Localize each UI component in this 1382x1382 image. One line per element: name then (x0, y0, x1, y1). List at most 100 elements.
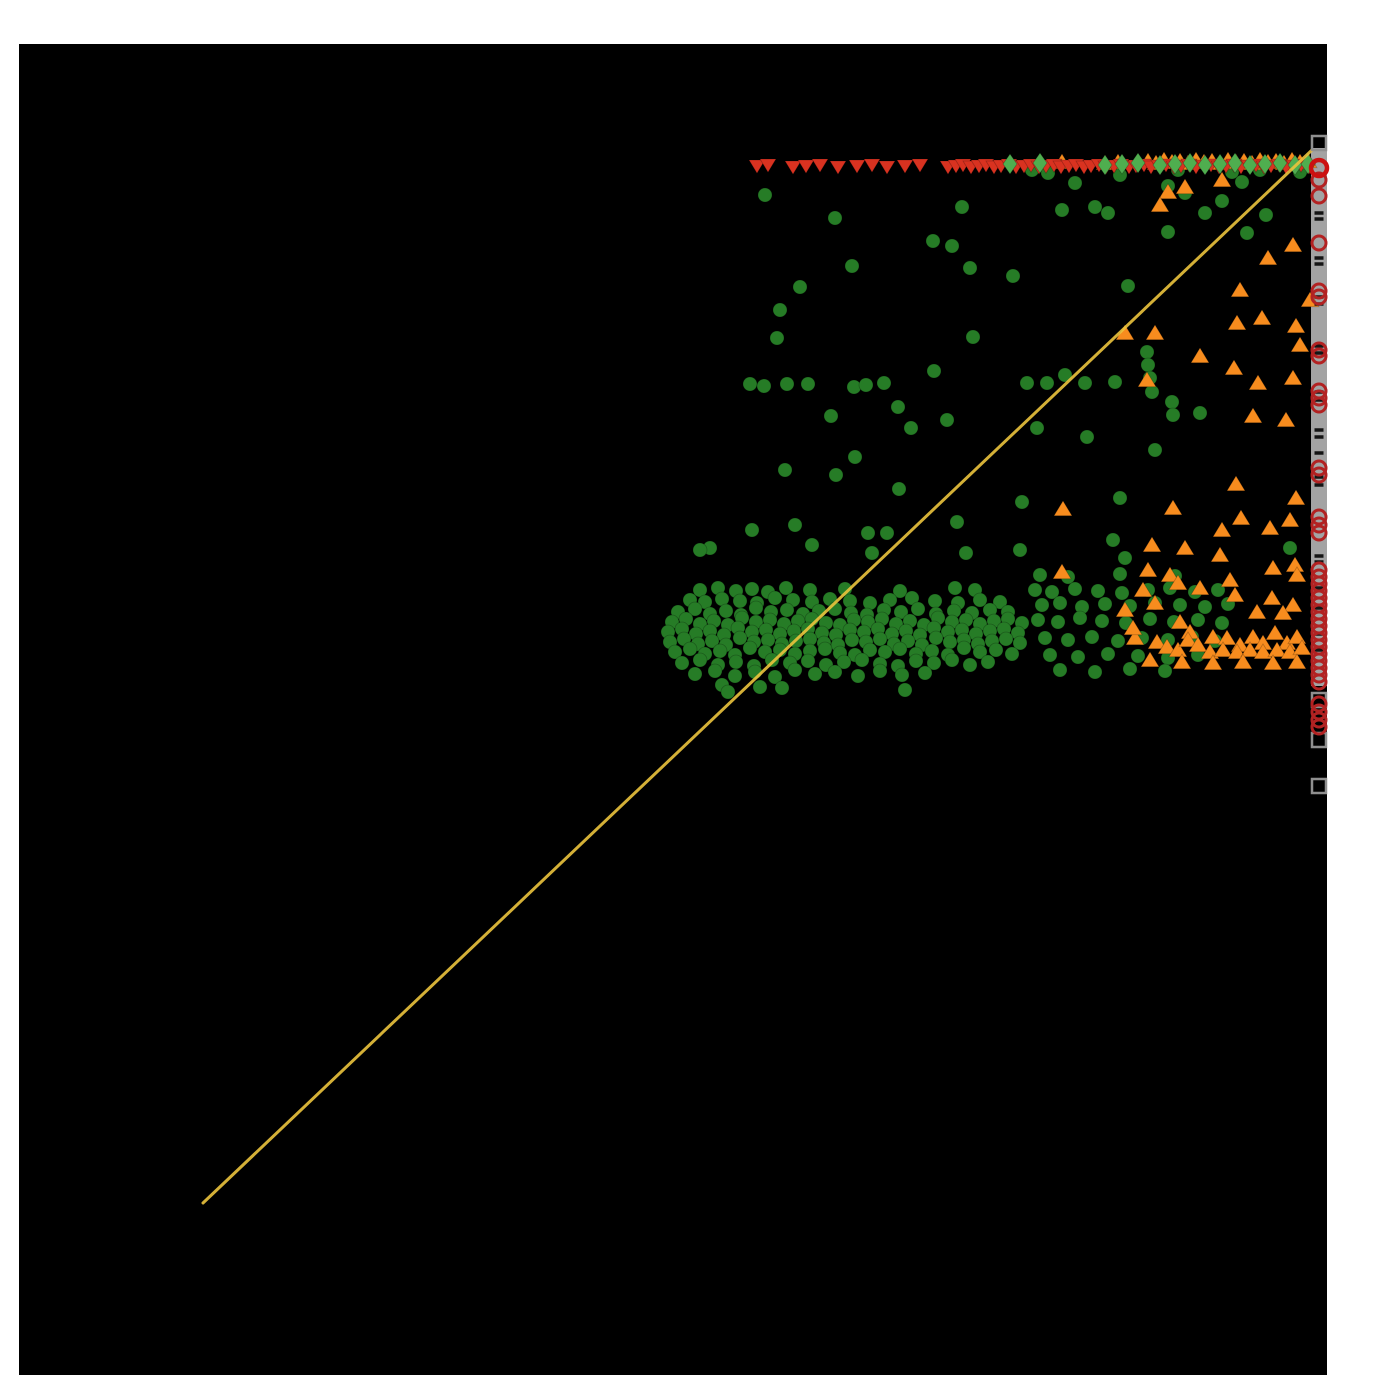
green-circle-marker (928, 630, 944, 646)
green-circle-marker (692, 582, 708, 598)
triangle-up-marker (1224, 359, 1244, 376)
triangle-down-marker (784, 160, 802, 175)
green-circle-marker (944, 652, 960, 668)
edge-strip (1311, 148, 1327, 686)
diamond-marker (1242, 154, 1258, 176)
red-open-circle-marker (1310, 234, 1328, 252)
red-open-circle-marker (1310, 508, 1328, 526)
green-circle-marker (864, 545, 880, 561)
open-square-marker (1310, 134, 1328, 152)
triangle-up-marker (1212, 171, 1232, 188)
green-circle-marker (1117, 550, 1133, 566)
green-circle-marker (872, 631, 888, 647)
diamond-marker (1182, 152, 1198, 174)
triangle-up-marker (1280, 643, 1300, 660)
green-circle-marker (998, 631, 1014, 647)
triangle-up-marker (1243, 407, 1263, 424)
triangle-up-marker (1226, 475, 1246, 492)
green-circle-marker (742, 376, 758, 392)
triangle-up-marker (1227, 314, 1247, 331)
green-circle-marker (1042, 647, 1058, 663)
green-circle-marker (720, 684, 736, 700)
diamond-marker (1032, 152, 1048, 174)
green-circle-marker (817, 641, 833, 657)
diamond-marker (1197, 154, 1213, 176)
diamond-marker (1130, 152, 1146, 174)
green-circle-marker (1239, 225, 1255, 241)
triangle-up-marker (1225, 586, 1245, 603)
triangle-down-marker (811, 158, 829, 173)
green-circle-marker (844, 258, 860, 274)
green-circle-marker (1172, 597, 1188, 613)
dash-marker (1314, 648, 1324, 652)
triangle-up-marker (1170, 613, 1190, 630)
red-open-circle-marker (1310, 524, 1328, 542)
diamond-marker (1257, 153, 1273, 175)
green-circle-marker (980, 654, 996, 670)
green-circle-marker (992, 594, 1008, 610)
triangle-up-marker (1273, 604, 1293, 621)
triangle-up-marker (1190, 347, 1210, 364)
triangle-up-marker (1140, 651, 1160, 668)
triangle-up-marker (1267, 641, 1287, 658)
green-circle-marker (1190, 612, 1206, 628)
dash-marker (1314, 586, 1324, 590)
green-circle-marker (767, 669, 783, 685)
green-circle-marker (892, 583, 908, 599)
triangle-up-marker (1160, 566, 1180, 583)
green-circle-marker (894, 667, 910, 683)
green-circle-marker (908, 653, 924, 669)
triangle-down-marker (759, 158, 777, 173)
diamond-marker (1167, 153, 1183, 175)
red-open-circle-marker (1310, 459, 1328, 477)
red-open-circle-marker (1310, 711, 1328, 729)
triangle-up-marker (1231, 509, 1251, 526)
green-circle-marker (872, 663, 888, 679)
triangle-up-marker (1217, 629, 1237, 646)
triangle-up-marker (1052, 563, 1072, 580)
green-circle-marker (954, 199, 970, 215)
green-circle-marker (1258, 207, 1274, 223)
green-circle-marker (850, 668, 866, 684)
triangle-up-marker (1276, 411, 1296, 428)
triangle-up-marker (1258, 249, 1278, 266)
green-circle-marker (1234, 174, 1250, 190)
triangle-up-marker (1260, 519, 1280, 536)
triangle-up-marker (1137, 371, 1157, 388)
green-circle-marker (1050, 614, 1066, 630)
dash-marker (1314, 606, 1324, 610)
red-open-circle-marker (1310, 666, 1328, 684)
green-circle-marker (877, 644, 893, 660)
triangle-down-marker (878, 160, 896, 175)
green-circle-marker (757, 187, 773, 203)
triangle-up-marker (1243, 628, 1263, 645)
green-circle-marker (942, 634, 958, 650)
red-open-circle-marker (1310, 341, 1328, 359)
green-circle-marker (1027, 582, 1043, 598)
green-circle-marker (1032, 567, 1048, 583)
triangle-down-marker (848, 159, 866, 174)
green-circle-marker (742, 640, 758, 656)
green-circle-marker (1034, 597, 1050, 613)
green-circle-marker (1164, 394, 1180, 410)
triangle-up-marker (1287, 566, 1307, 583)
green-circle-marker (925, 233, 941, 249)
green-circle-marker (1105, 532, 1121, 548)
triangle-up-marker (1292, 639, 1312, 656)
red-open-circle-marker (1310, 695, 1328, 713)
green-circle-marker (1087, 664, 1103, 680)
green-circle-marker (1060, 632, 1076, 648)
triangle-up-marker (1287, 628, 1307, 645)
triangle-up-marker (1253, 643, 1273, 660)
green-circle-marker (764, 652, 780, 668)
triangle-up-marker (1286, 489, 1306, 506)
green-circle-marker (1054, 202, 1070, 218)
green-circle-marker (876, 375, 892, 391)
dash-marker (1314, 262, 1324, 266)
green-circle-marker (947, 580, 963, 596)
triangle-up-marker (1283, 596, 1303, 613)
triangle-up-marker (1213, 641, 1233, 658)
diamond-marker (1114, 153, 1130, 175)
green-circle-marker (1282, 540, 1298, 556)
green-circles-series (660, 162, 1308, 700)
